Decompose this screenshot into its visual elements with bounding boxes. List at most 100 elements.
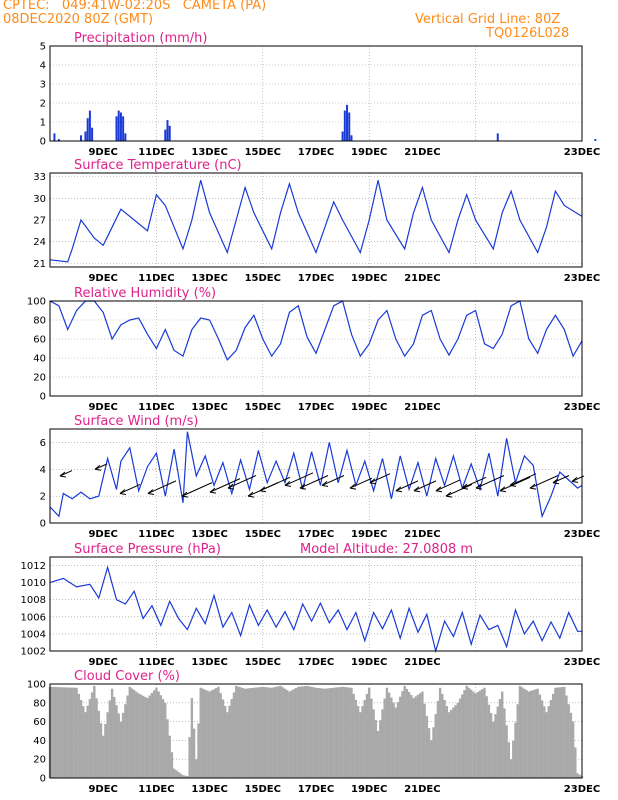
panel-title: Precipitation (mm/h) bbox=[74, 31, 207, 46]
wind-arrow-head bbox=[284, 481, 292, 487]
wind-arrow-head bbox=[475, 483, 483, 490]
cloud-bar bbox=[82, 706, 85, 778]
cloud-bar bbox=[237, 686, 240, 778]
cloud-bar bbox=[175, 770, 178, 778]
cloud-bar bbox=[321, 688, 324, 778]
model-altitude: Model Altitude: 27.0808 m bbox=[300, 542, 473, 557]
precip-bar bbox=[117, 110, 120, 141]
y-tick-label: 20 bbox=[33, 373, 46, 384]
wind-arrow bbox=[321, 475, 345, 486]
x-tick-label: 21DEC bbox=[404, 402, 440, 413]
y-tick-label: 40 bbox=[33, 354, 46, 365]
cloud-bar bbox=[578, 774, 581, 778]
cloud-bar bbox=[88, 699, 92, 778]
x-tick-label: 13DEC bbox=[191, 657, 227, 668]
cloud-bar bbox=[401, 691, 404, 778]
x-tick-label: 9DEC bbox=[88, 784, 117, 795]
cloud-bar bbox=[456, 702, 460, 778]
cloud-bar bbox=[536, 688, 539, 778]
x-tick-label: 9DEC bbox=[88, 657, 117, 668]
cloud-bar bbox=[279, 685, 282, 778]
cloud-bar bbox=[501, 691, 504, 778]
y-tick-label: 80 bbox=[33, 698, 46, 709]
x-tick-label: 17DEC bbox=[298, 402, 334, 413]
wind-arrow-head bbox=[321, 481, 329, 487]
cloud-bar bbox=[110, 688, 114, 778]
panel-frame bbox=[49, 172, 583, 268]
x-tick-label: 23DEC bbox=[564, 784, 600, 795]
cloud-bar bbox=[219, 693, 222, 778]
x-tick-label: 19DEC bbox=[351, 529, 387, 540]
panel-title: Surface Temperature (nC) bbox=[74, 158, 242, 173]
cloud-bar bbox=[303, 686, 307, 778]
cloud-bar bbox=[292, 689, 296, 778]
x-tick-label: 9DEC bbox=[88, 147, 117, 158]
cloud-bar bbox=[481, 689, 484, 778]
x-tick-label: 11DEC bbox=[138, 529, 174, 540]
x-tick-label: 19DEC bbox=[351, 147, 387, 158]
cloud-bar bbox=[365, 693, 369, 778]
cloud-bar bbox=[62, 687, 65, 778]
cloud-bar bbox=[137, 693, 140, 778]
cloud-bar bbox=[345, 687, 349, 778]
cloud-bar bbox=[381, 709, 384, 778]
cloud-bar bbox=[567, 704, 570, 778]
x-tick-label: 19DEC bbox=[351, 784, 387, 795]
cloud-bar bbox=[252, 687, 256, 778]
cloud-bar bbox=[339, 687, 342, 778]
precip-bar bbox=[496, 133, 499, 141]
cloud-bar bbox=[534, 689, 537, 778]
x-tick-label: 13DEC bbox=[191, 402, 227, 413]
wind-arrow-head bbox=[147, 489, 155, 495]
x-tick-label: 9DEC bbox=[88, 529, 117, 540]
y-tick-label: 1008 bbox=[21, 595, 46, 606]
cloud-bar bbox=[518, 685, 522, 778]
cloud-bar bbox=[206, 690, 209, 778]
wind-arrow-head bbox=[59, 471, 67, 478]
cloud-bar bbox=[427, 728, 431, 778]
cloud-bar bbox=[571, 721, 575, 778]
cloud-bar bbox=[199, 687, 202, 778]
cloud-bar bbox=[416, 694, 420, 778]
wind-arrow-head bbox=[445, 491, 453, 498]
cloud-bar bbox=[332, 687, 335, 778]
cloud-bar bbox=[217, 686, 220, 778]
y-tick-label: 1004 bbox=[21, 629, 46, 640]
cloud-bar bbox=[414, 696, 417, 778]
wind-arrow bbox=[349, 477, 373, 489]
x-tick-label: 13DEC bbox=[191, 784, 227, 795]
cloud-bar bbox=[104, 723, 107, 778]
wind-arrow bbox=[369, 473, 391, 484]
cloud-bar bbox=[392, 702, 395, 778]
x-tick-label: 23DEC bbox=[564, 402, 600, 413]
cloud-bar bbox=[130, 688, 134, 778]
cloud-bar bbox=[172, 768, 176, 778]
cloud-bar bbox=[150, 692, 154, 778]
cloud-bar bbox=[445, 706, 448, 778]
cloud-bar bbox=[257, 687, 260, 778]
precip-bar bbox=[166, 120, 169, 141]
x-tick-label: 19DEC bbox=[351, 273, 387, 284]
cloud-bar bbox=[53, 686, 56, 778]
cloud-bar bbox=[117, 713, 120, 778]
cloud-bar bbox=[527, 691, 530, 778]
cloud-bar bbox=[266, 687, 269, 778]
cloud-bar bbox=[492, 721, 495, 778]
wind-arrow bbox=[284, 472, 314, 486]
x-tick-label: 21DEC bbox=[404, 784, 440, 795]
precip-bar bbox=[168, 125, 171, 141]
x-tick-label: 21DEC bbox=[404, 273, 440, 284]
y-tick-label: 1 bbox=[40, 118, 46, 129]
wind-arrow bbox=[299, 475, 329, 489]
cloud-bar bbox=[520, 687, 524, 778]
wind-arrow bbox=[94, 463, 108, 470]
cloud-bar bbox=[430, 740, 433, 778]
cloud-bar bbox=[523, 688, 526, 778]
cloud-bar bbox=[412, 698, 415, 778]
precip-bar bbox=[164, 129, 167, 141]
cloud-bar bbox=[505, 725, 508, 778]
x-tick-label: 11DEC bbox=[138, 657, 174, 668]
wind-arrow bbox=[529, 475, 559, 489]
cloud-bar bbox=[569, 712, 573, 778]
cloud-bar bbox=[294, 687, 298, 778]
